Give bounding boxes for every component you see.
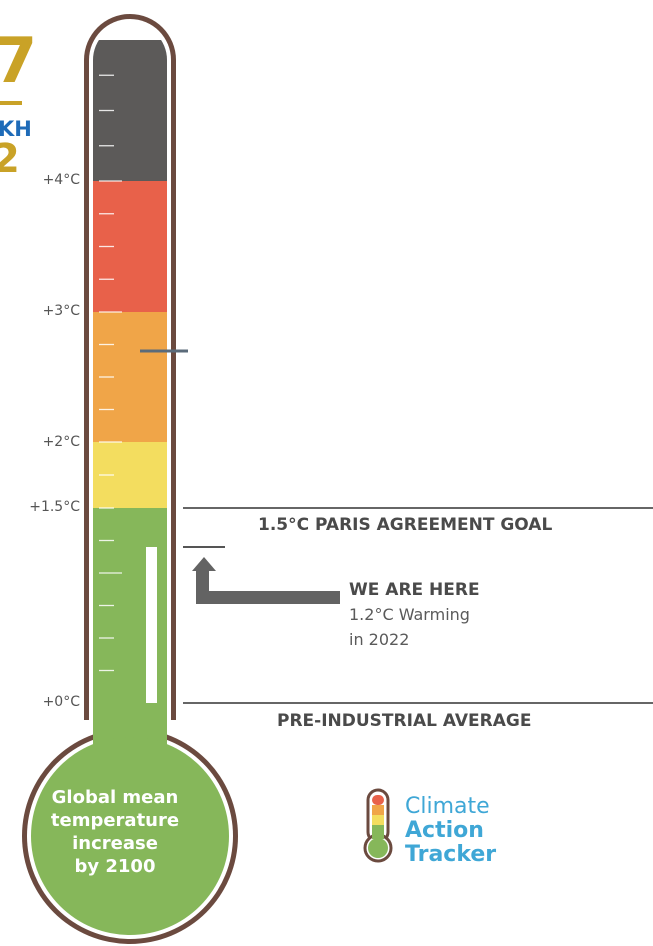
pre-industrial-label: PRE-INDUSTRIAL AVERAGE — [277, 711, 532, 731]
we-are-here-title: WE ARE HERE — [349, 580, 480, 600]
bulb-caption-line3: increase — [72, 833, 158, 854]
paris-goal-label: 1.5°C PARIS AGREEMENT GOAL — [258, 515, 553, 535]
tick-label-plus0: +0°C — [42, 694, 80, 710]
logo-line3: Tracker — [405, 842, 497, 867]
bulb-caption-line1: Global mean — [51, 787, 179, 808]
tick-label-plus15: +1.5°C — [29, 499, 80, 515]
tick-label-plus3: +3°C — [42, 303, 80, 319]
corner-digit-top: 7 — [0, 24, 38, 97]
bulb-caption-line4: by 2100 — [74, 856, 156, 877]
bulb-caption-line2: temperature — [50, 810, 180, 831]
tick-label-plus4: +4°C — [42, 172, 80, 188]
logo-line2: Action — [405, 818, 484, 843]
thermometer-bulb — [31, 737, 229, 935]
bulb-caption: Global mean temperature increase by 2100 — [40, 786, 190, 878]
corner-divider — [0, 101, 22, 105]
tick-label-plus2: +2°C — [42, 434, 80, 450]
mercury-column — [146, 547, 157, 703]
logo-line1: Climate — [405, 794, 490, 819]
corner-letters: KH — [0, 117, 32, 141]
we-are-here-arrow — [192, 557, 340, 604]
warming-value-text: 1.2°C Warming — [349, 605, 470, 624]
climate-action-tracker-logo: Climate Action Tracker — [405, 795, 496, 867]
warming-year-text: in 2022 — [349, 630, 410, 649]
corner-digit-bottom: 2 — [0, 136, 20, 182]
scale-ticks — [99, 74, 122, 672]
thermometer-logo-icon — [363, 788, 393, 863]
